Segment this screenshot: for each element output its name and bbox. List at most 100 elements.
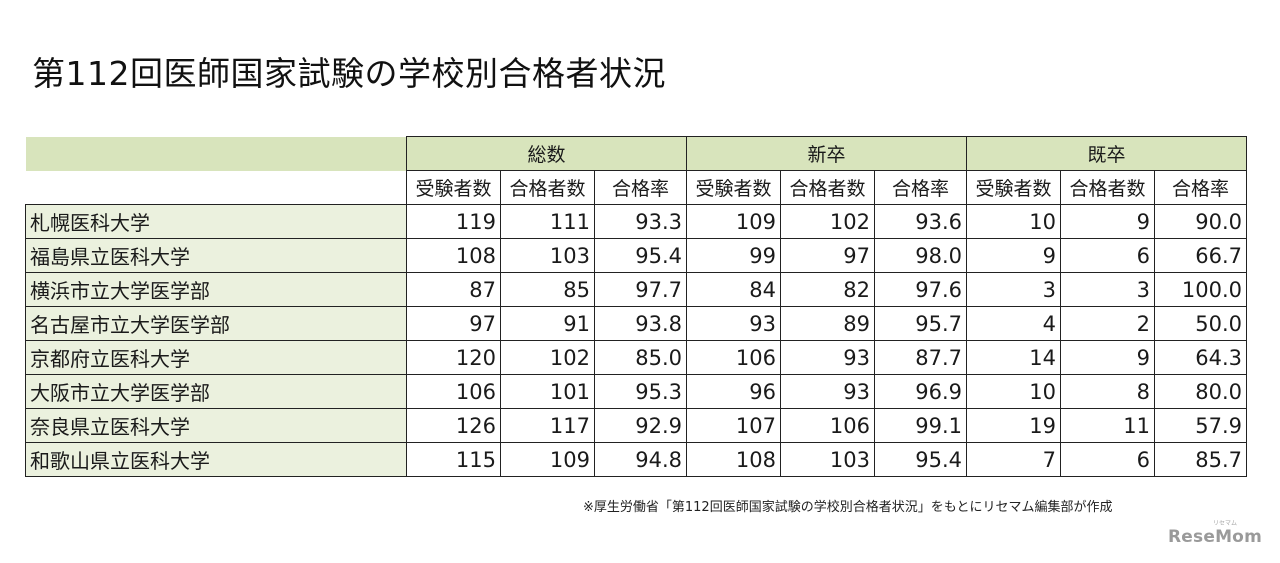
value-cell: 102 (500, 340, 595, 375)
table-row: 奈良県立医科大学 126 117 92.9 107 106 99.1 19 11… (25, 408, 1247, 443)
value-cell: 115 (406, 442, 501, 477)
sub-header-examinees: 受験者数 (406, 170, 501, 205)
value-cell: 95.4 (594, 238, 687, 273)
table-row: 京都府立医科大学 120 102 85.0 106 93 87.7 14 9 6… (25, 340, 1247, 375)
value-cell: 85.0 (594, 340, 687, 375)
value-cell: 89 (780, 306, 875, 341)
value-cell: 101 (500, 374, 595, 409)
value-cell: 102 (780, 204, 875, 239)
value-cell: 14 (966, 340, 1061, 375)
value-cell: 106 (686, 340, 781, 375)
value-cell: 92.9 (594, 408, 687, 443)
value-cell: 97 (780, 238, 875, 273)
sub-header-row: 受験者数 合格者数 合格率 受験者数 合格者数 合格率 受験者数 合格者数 合格… (25, 170, 1247, 205)
value-cell: 2 (1060, 306, 1155, 341)
school-name-cell: 福島県立医科大学 (25, 238, 407, 273)
value-cell: 6 (1060, 442, 1155, 477)
page-title: 第112回医師国家試験の学校別合格者状況 (32, 54, 666, 93)
table-row: 大阪市立大学医学部 106 101 95.3 96 93 96.9 10 8 8… (25, 374, 1247, 409)
logo-kana: リセマム (1213, 520, 1238, 527)
value-cell: 106 (406, 374, 501, 409)
value-cell: 97.6 (874, 272, 967, 307)
value-cell: 96.9 (874, 374, 967, 409)
sub-header-passers: 合格者数 (1060, 170, 1155, 205)
value-cell: 93.6 (874, 204, 967, 239)
value-cell: 93.8 (594, 306, 687, 341)
value-cell: 10 (966, 204, 1061, 239)
group-header-total: 総数 (406, 136, 687, 171)
school-name-cell: 札幌医科大学 (25, 204, 407, 239)
results-table: 総数 新卒 既卒 受験者数 合格者数 合格率 受験者数 合格者数 合格率 受験者… (25, 136, 1247, 477)
sub-header-examinees: 受験者数 (966, 170, 1061, 205)
source-footnote: ※厚生労働省「第112回医師国家試験の学校別合格者状況」をもとにリセマム編集部が… (583, 500, 1113, 515)
value-cell: 109 (500, 442, 595, 477)
value-cell: 19 (966, 408, 1061, 443)
value-cell: 109 (686, 204, 781, 239)
value-cell: 91 (500, 306, 595, 341)
sub-header-pass-rate: 合格率 (594, 170, 687, 205)
value-cell: 106 (780, 408, 875, 443)
value-cell: 108 (686, 442, 781, 477)
value-cell: 96 (686, 374, 781, 409)
value-cell: 93.3 (594, 204, 687, 239)
value-cell: 97 (406, 306, 501, 341)
value-cell: 117 (500, 408, 595, 443)
value-cell: 93 (780, 340, 875, 375)
value-cell: 57.9 (1154, 408, 1247, 443)
value-cell: 6 (1060, 238, 1155, 273)
value-cell: 11 (1060, 408, 1155, 443)
table-row: 和歌山県立医科大学 115 109 94.8 108 103 95.4 7 6 … (25, 442, 1247, 477)
table-row: 横浜市立大学医学部 87 85 97.7 84 82 97.6 3 3 100.… (25, 272, 1247, 307)
value-cell: 64.3 (1154, 340, 1247, 375)
value-cell: 9 (966, 238, 1061, 273)
value-cell: 100.0 (1154, 272, 1247, 307)
value-cell: 95.3 (594, 374, 687, 409)
group-header-new-graduates: 新卒 (686, 136, 967, 171)
value-cell: 82 (780, 272, 875, 307)
value-cell: 119 (406, 204, 501, 239)
sub-header-pass-rate: 合格率 (874, 170, 967, 205)
table-row: 福島県立医科大学 108 103 95.4 99 97 98.0 9 6 66.… (25, 238, 1247, 273)
value-cell: 87.7 (874, 340, 967, 375)
value-cell: 10 (966, 374, 1061, 409)
blank-sub-corner-cell (25, 170, 407, 205)
group-header-previous-graduates: 既卒 (966, 136, 1247, 171)
value-cell: 3 (966, 272, 1061, 307)
value-cell: 80.0 (1154, 374, 1247, 409)
value-cell: 126 (406, 408, 501, 443)
value-cell: 9 (1060, 204, 1155, 239)
blank-corner-cell (25, 136, 407, 171)
value-cell: 9 (1060, 340, 1155, 375)
value-cell: 4 (966, 306, 1061, 341)
value-cell: 3 (1060, 272, 1155, 307)
value-cell: 103 (780, 442, 875, 477)
value-cell: 97.7 (594, 272, 687, 307)
value-cell: 103 (500, 238, 595, 273)
sub-header-passers: 合格者数 (780, 170, 875, 205)
value-cell: 94.8 (594, 442, 687, 477)
group-header-row: 総数 新卒 既卒 (25, 136, 1247, 171)
table-row: 名古屋市立大学医学部 97 91 93.8 93 89 95.7 4 2 50.… (25, 306, 1247, 341)
sub-header-passers: 合格者数 (500, 170, 595, 205)
school-name-cell: 横浜市立大学医学部 (25, 272, 407, 307)
value-cell: 107 (686, 408, 781, 443)
value-cell: 99.1 (874, 408, 967, 443)
value-cell: 95.7 (874, 306, 967, 341)
table-row: 札幌医科大学 119 111 93.3 109 102 93.6 10 9 90… (25, 204, 1247, 239)
value-cell: 99 (686, 238, 781, 273)
value-cell: 50.0 (1154, 306, 1247, 341)
value-cell: 93 (780, 374, 875, 409)
resemom-logo: ReseMom (1168, 527, 1262, 547)
value-cell: 108 (406, 238, 501, 273)
value-cell: 8 (1060, 374, 1155, 409)
value-cell: 111 (500, 204, 595, 239)
value-cell: 66.7 (1154, 238, 1247, 273)
sub-header-pass-rate: 合格率 (1154, 170, 1247, 205)
school-name-cell: 名古屋市立大学医学部 (25, 306, 407, 341)
value-cell: 87 (406, 272, 501, 307)
value-cell: 84 (686, 272, 781, 307)
value-cell: 95.4 (874, 442, 967, 477)
value-cell: 120 (406, 340, 501, 375)
value-cell: 85 (500, 272, 595, 307)
sub-header-examinees: 受験者数 (686, 170, 781, 205)
